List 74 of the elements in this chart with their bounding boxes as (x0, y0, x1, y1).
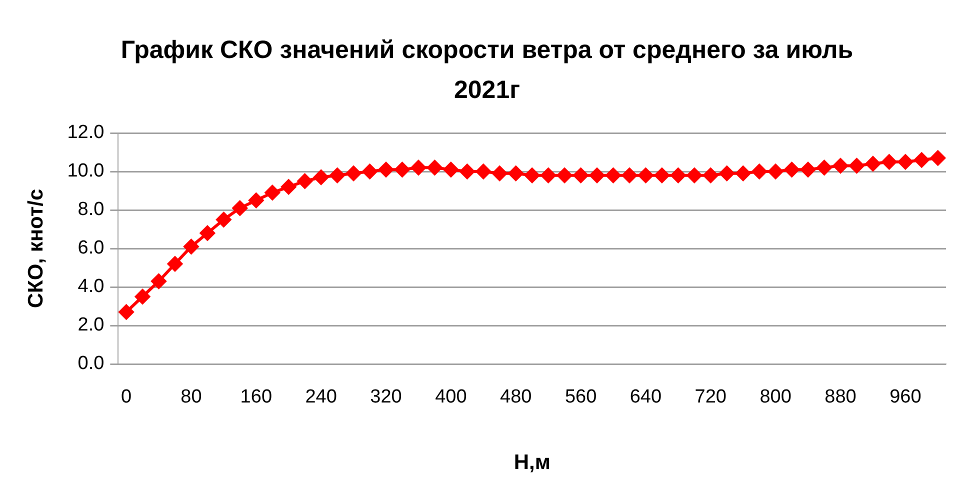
point (865, 156, 880, 172)
x-tick-label: 80 (180, 386, 202, 408)
point (314, 170, 329, 185)
x-tick-label: 720 (694, 386, 726, 408)
point (768, 164, 784, 179)
point (703, 168, 718, 183)
point (330, 168, 345, 183)
point (394, 162, 410, 178)
point (427, 160, 442, 176)
point (232, 200, 248, 216)
point (930, 150, 946, 166)
x-tick-label: 240 (305, 386, 337, 408)
x-tick-label: 0 (121, 386, 132, 408)
point (573, 168, 588, 183)
x-axis-title: Н,м (514, 451, 550, 474)
point (167, 256, 182, 272)
point (686, 168, 702, 183)
point (118, 304, 134, 320)
x-tick-label: 480 (500, 386, 532, 408)
point (492, 166, 508, 181)
point (524, 168, 540, 183)
point (800, 162, 816, 178)
point (297, 174, 312, 189)
x-tick-label: 800 (760, 386, 792, 408)
x-tick-label: 960 (890, 386, 922, 408)
y-tick-label: 8.0 (78, 199, 104, 220)
point (184, 239, 199, 254)
point (622, 168, 637, 183)
x-tick-label: 560 (564, 386, 597, 408)
point (443, 162, 458, 178)
point (346, 166, 362, 181)
point (784, 162, 800, 178)
point (606, 168, 621, 183)
chart-title: График СКО значений скорости ветра от среднего за июль 2021г (120, 35, 854, 106)
y-axis-title: СКО, кнот/с (24, 188, 48, 308)
x-tick-label: 880 (824, 386, 856, 408)
point (281, 179, 296, 194)
x-tick-label: 400 (435, 386, 467, 408)
y-tick-label: 12.0 (67, 122, 104, 144)
point (460, 164, 475, 179)
point (378, 162, 394, 178)
x-tick-label: 320 (370, 386, 402, 408)
point (508, 166, 524, 181)
point (898, 154, 913, 170)
point (362, 164, 378, 179)
y-tick-label: 4.0 (78, 276, 104, 298)
point (540, 168, 556, 183)
point (557, 168, 572, 183)
point (849, 158, 864, 174)
y-tick-label: 0.0 (78, 353, 104, 374)
point (638, 168, 654, 183)
point (410, 160, 426, 176)
point (816, 160, 832, 176)
point (670, 168, 686, 183)
point (914, 152, 930, 168)
y-tick-label: 6.0 (78, 238, 104, 259)
point (736, 166, 751, 181)
y-tick-label: 2.0 (78, 314, 104, 336)
point (476, 164, 491, 179)
x-tick-label: 640 (630, 386, 662, 408)
point (248, 192, 264, 208)
point (135, 289, 150, 304)
point (752, 164, 767, 179)
point (832, 158, 848, 174)
point (264, 185, 280, 200)
point (719, 166, 734, 181)
x-tick-label: 160 (240, 386, 272, 408)
point (216, 212, 232, 228)
point (151, 274, 166, 289)
point (654, 168, 670, 183)
point (590, 168, 605, 183)
point (882, 154, 897, 170)
y-tick-label: 10.0 (67, 160, 104, 182)
point (200, 226, 215, 241)
